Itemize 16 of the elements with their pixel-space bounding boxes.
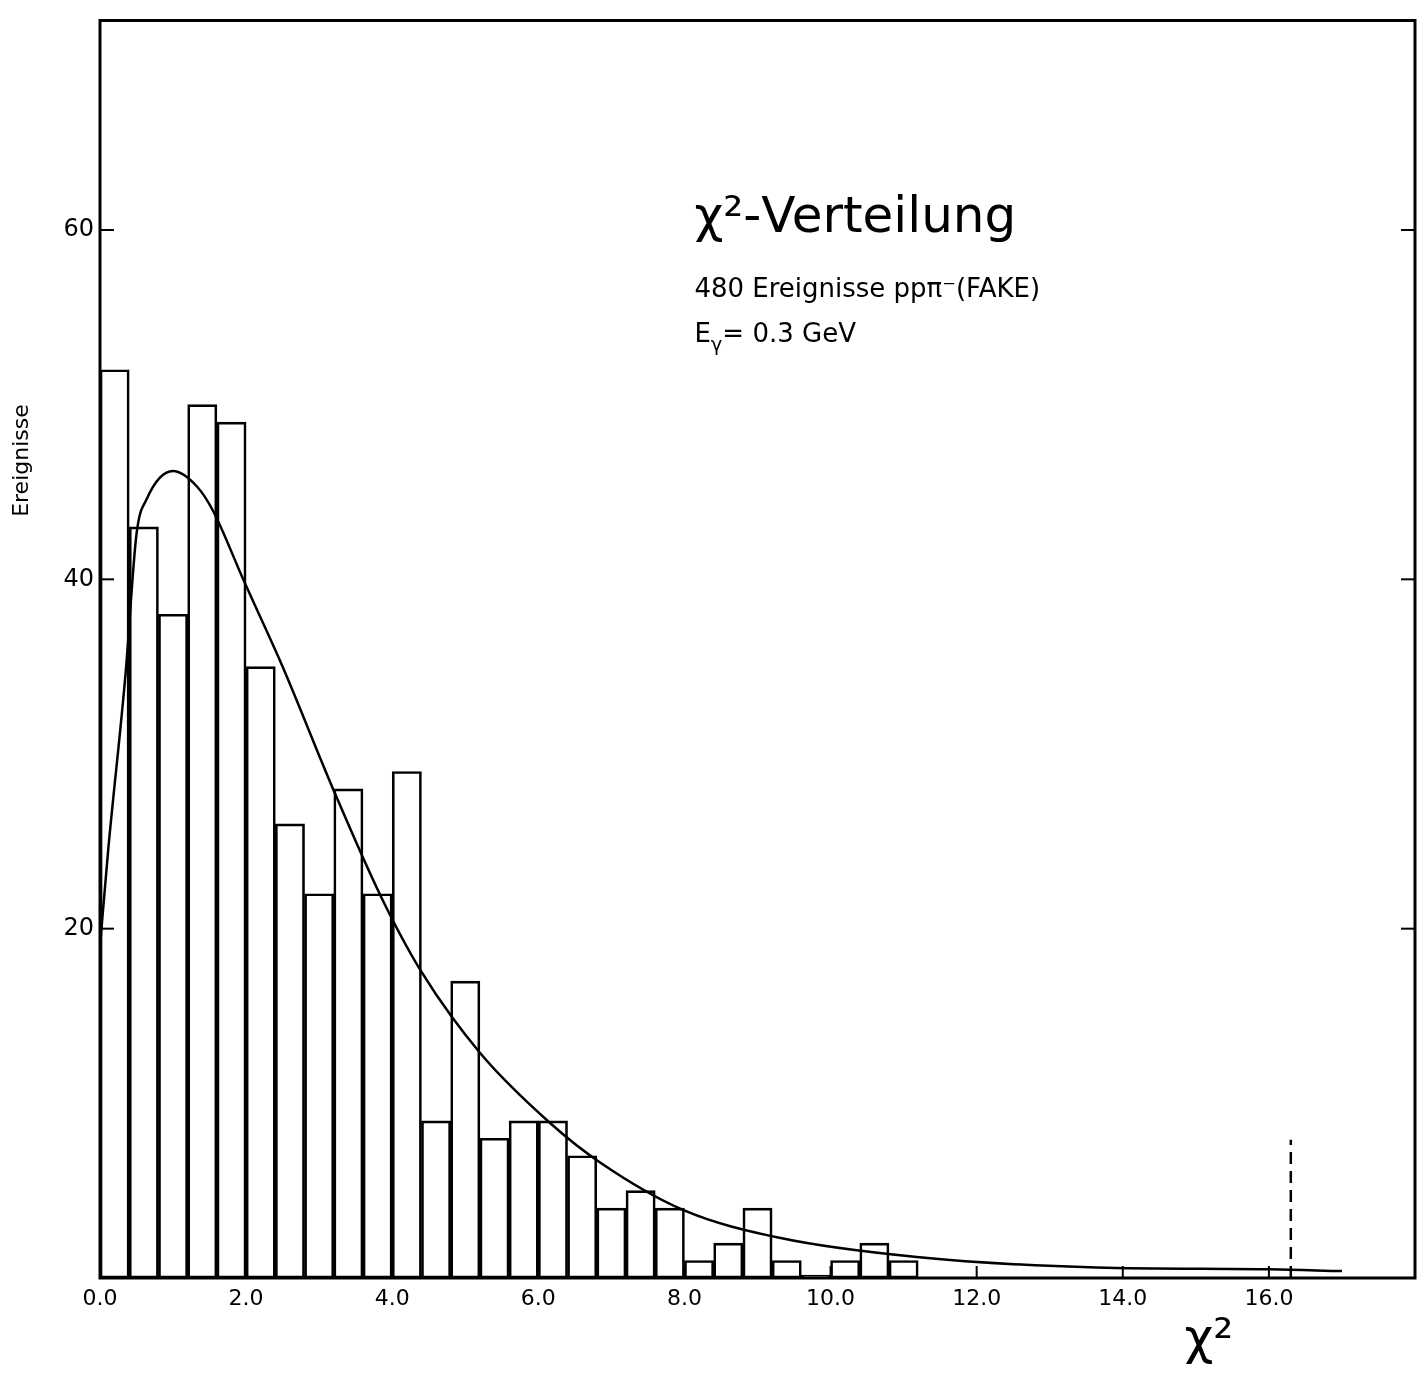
x-tick-label: 8.0 <box>666 1284 702 1310</box>
y-tick-label: 20 <box>63 912 94 941</box>
y-axis-title: Ereignisse <box>8 404 33 517</box>
x-tick-label: 0.0 <box>82 1284 118 1310</box>
y-tick-label: 60 <box>63 214 94 243</box>
text: χ²-Verteilung <box>694 185 1017 244</box>
x-tick-label: 4.0 <box>374 1284 410 1310</box>
x-tick-label: 6.0 <box>520 1284 556 1310</box>
x-tick-label: 2.0 <box>228 1284 264 1310</box>
x-tick-label: 10.0 <box>806 1284 856 1310</box>
annotation: 480 Ereignisse ppπ⁻(FAKE) <box>694 273 1041 304</box>
x-axis-title: χ² <box>1184 1308 1234 1366</box>
y-tick-label: 40 <box>63 563 94 592</box>
x-tick-label: 14.0 <box>1098 1284 1148 1310</box>
x-tick-label: 12.0 <box>952 1284 1002 1310</box>
x-tick-label: 16.0 <box>1244 1284 1294 1310</box>
